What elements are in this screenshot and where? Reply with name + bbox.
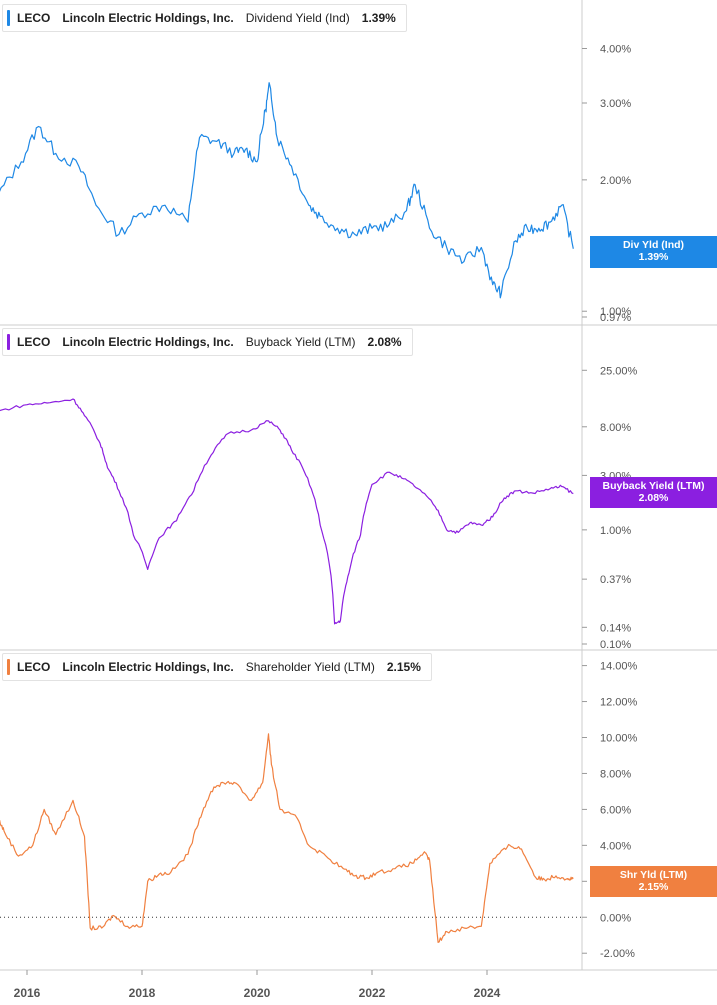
legend-value: 2.08%	[367, 335, 402, 349]
y-tick-label: 1.00%	[600, 525, 631, 537]
tag-value: 1.39%	[638, 251, 669, 263]
y-tick-label: 6.00%	[600, 804, 631, 816]
value-tag-buyback-yield: Buyback Yield (LTM) 2.08%	[590, 477, 717, 508]
series-line-shareholder-yield	[0, 733, 574, 944]
legend-value: 1.39%	[361, 11, 396, 25]
panel-dividend-yield: 4.00% 3.00% 2.00% 1.00%0.97%	[0, 43, 631, 324]
y-tick-label: 4.00%	[600, 840, 631, 852]
legend-company: Lincoln Electric Holdings, Inc.	[62, 660, 234, 674]
legend-company: Lincoln Electric Holdings, Inc.	[62, 335, 234, 349]
y-tick-label: 10.00%	[600, 733, 638, 745]
panel-shareholder-yield: 14.00%12.00%10.00%8.00%6.00%4.00%2.00%0.…	[0, 661, 638, 960]
legend-swatch	[7, 334, 10, 350]
legend-ticker: LECO	[17, 11, 51, 25]
tag-label: Buyback Yield (LTM)	[602, 480, 705, 492]
legend-ticker: LECO	[17, 335, 51, 349]
y-tick-label: 1.00%	[600, 306, 631, 318]
x-tick-label: 2020	[244, 986, 271, 1000]
y-tick-label: 14.00%	[600, 661, 638, 673]
panel-buyback-yield: 25.00%8.00%3.00%1.00%0.37%0.14%0.10%	[0, 365, 638, 651]
y-tick-label: -2.00%	[600, 948, 635, 960]
legend-metric: Dividend Yield (Ind)	[245, 11, 350, 25]
y-tick-label: 0.14%	[600, 622, 631, 634]
y-tick-label: 8.00%	[600, 768, 631, 780]
y-tick-label: 0.97%	[600, 312, 631, 324]
value-tag-shareholder-yield: Shr Yld (LTM) 2.15%	[590, 866, 717, 897]
y-tick-label: 8.00%	[600, 422, 631, 434]
value-tag-dividend-yield: Div Yld (Ind) 1.39%	[590, 236, 717, 268]
legend-swatch	[7, 659, 10, 675]
y-tick-label: 0.10%	[600, 639, 631, 651]
y-tick-label: 25.00%	[600, 365, 638, 377]
tag-label: Div Yld (Ind)	[622, 239, 685, 251]
legend-dividend-yield: LECO Lincoln Electric Holdings, Inc. Div…	[2, 4, 407, 32]
y-tick-label: 12.00%	[600, 697, 638, 709]
x-tick-label: 2022	[359, 986, 386, 1000]
legend-ticker: LECO	[17, 660, 51, 674]
legend-metric: Buyback Yield (LTM)	[245, 335, 356, 349]
legend-company: Lincoln Electric Holdings, Inc.	[62, 11, 234, 25]
y-tick-label: 2.00%	[600, 175, 631, 187]
x-tick-label: 2016	[14, 986, 41, 1000]
tag-value: 2.08%	[638, 492, 669, 504]
series-line-dividend-yield	[0, 82, 574, 299]
y-tick-label: 0.00%	[600, 912, 631, 924]
legend-shareholder-yield: LECO Lincoln Electric Holdings, Inc. Sha…	[2, 653, 432, 681]
legend-metric: Shareholder Yield (LTM)	[245, 660, 375, 674]
x-tick-label: 2024	[474, 986, 501, 1000]
series-line-buyback-yield	[0, 398, 574, 625]
tag-value: 2.15%	[638, 881, 669, 893]
tag-label: Shr Yld (LTM)	[619, 869, 688, 881]
legend-value: 2.15%	[386, 660, 421, 674]
y-tick-label: 4.00%	[600, 43, 631, 55]
x-tick-label: 2018	[129, 986, 156, 1000]
legend-buyback-yield: LECO Lincoln Electric Holdings, Inc. Buy…	[2, 328, 413, 356]
legend-swatch	[7, 10, 10, 26]
y-tick-label: 3.00%	[600, 98, 631, 110]
y-tick-label: 0.37%	[600, 574, 631, 586]
